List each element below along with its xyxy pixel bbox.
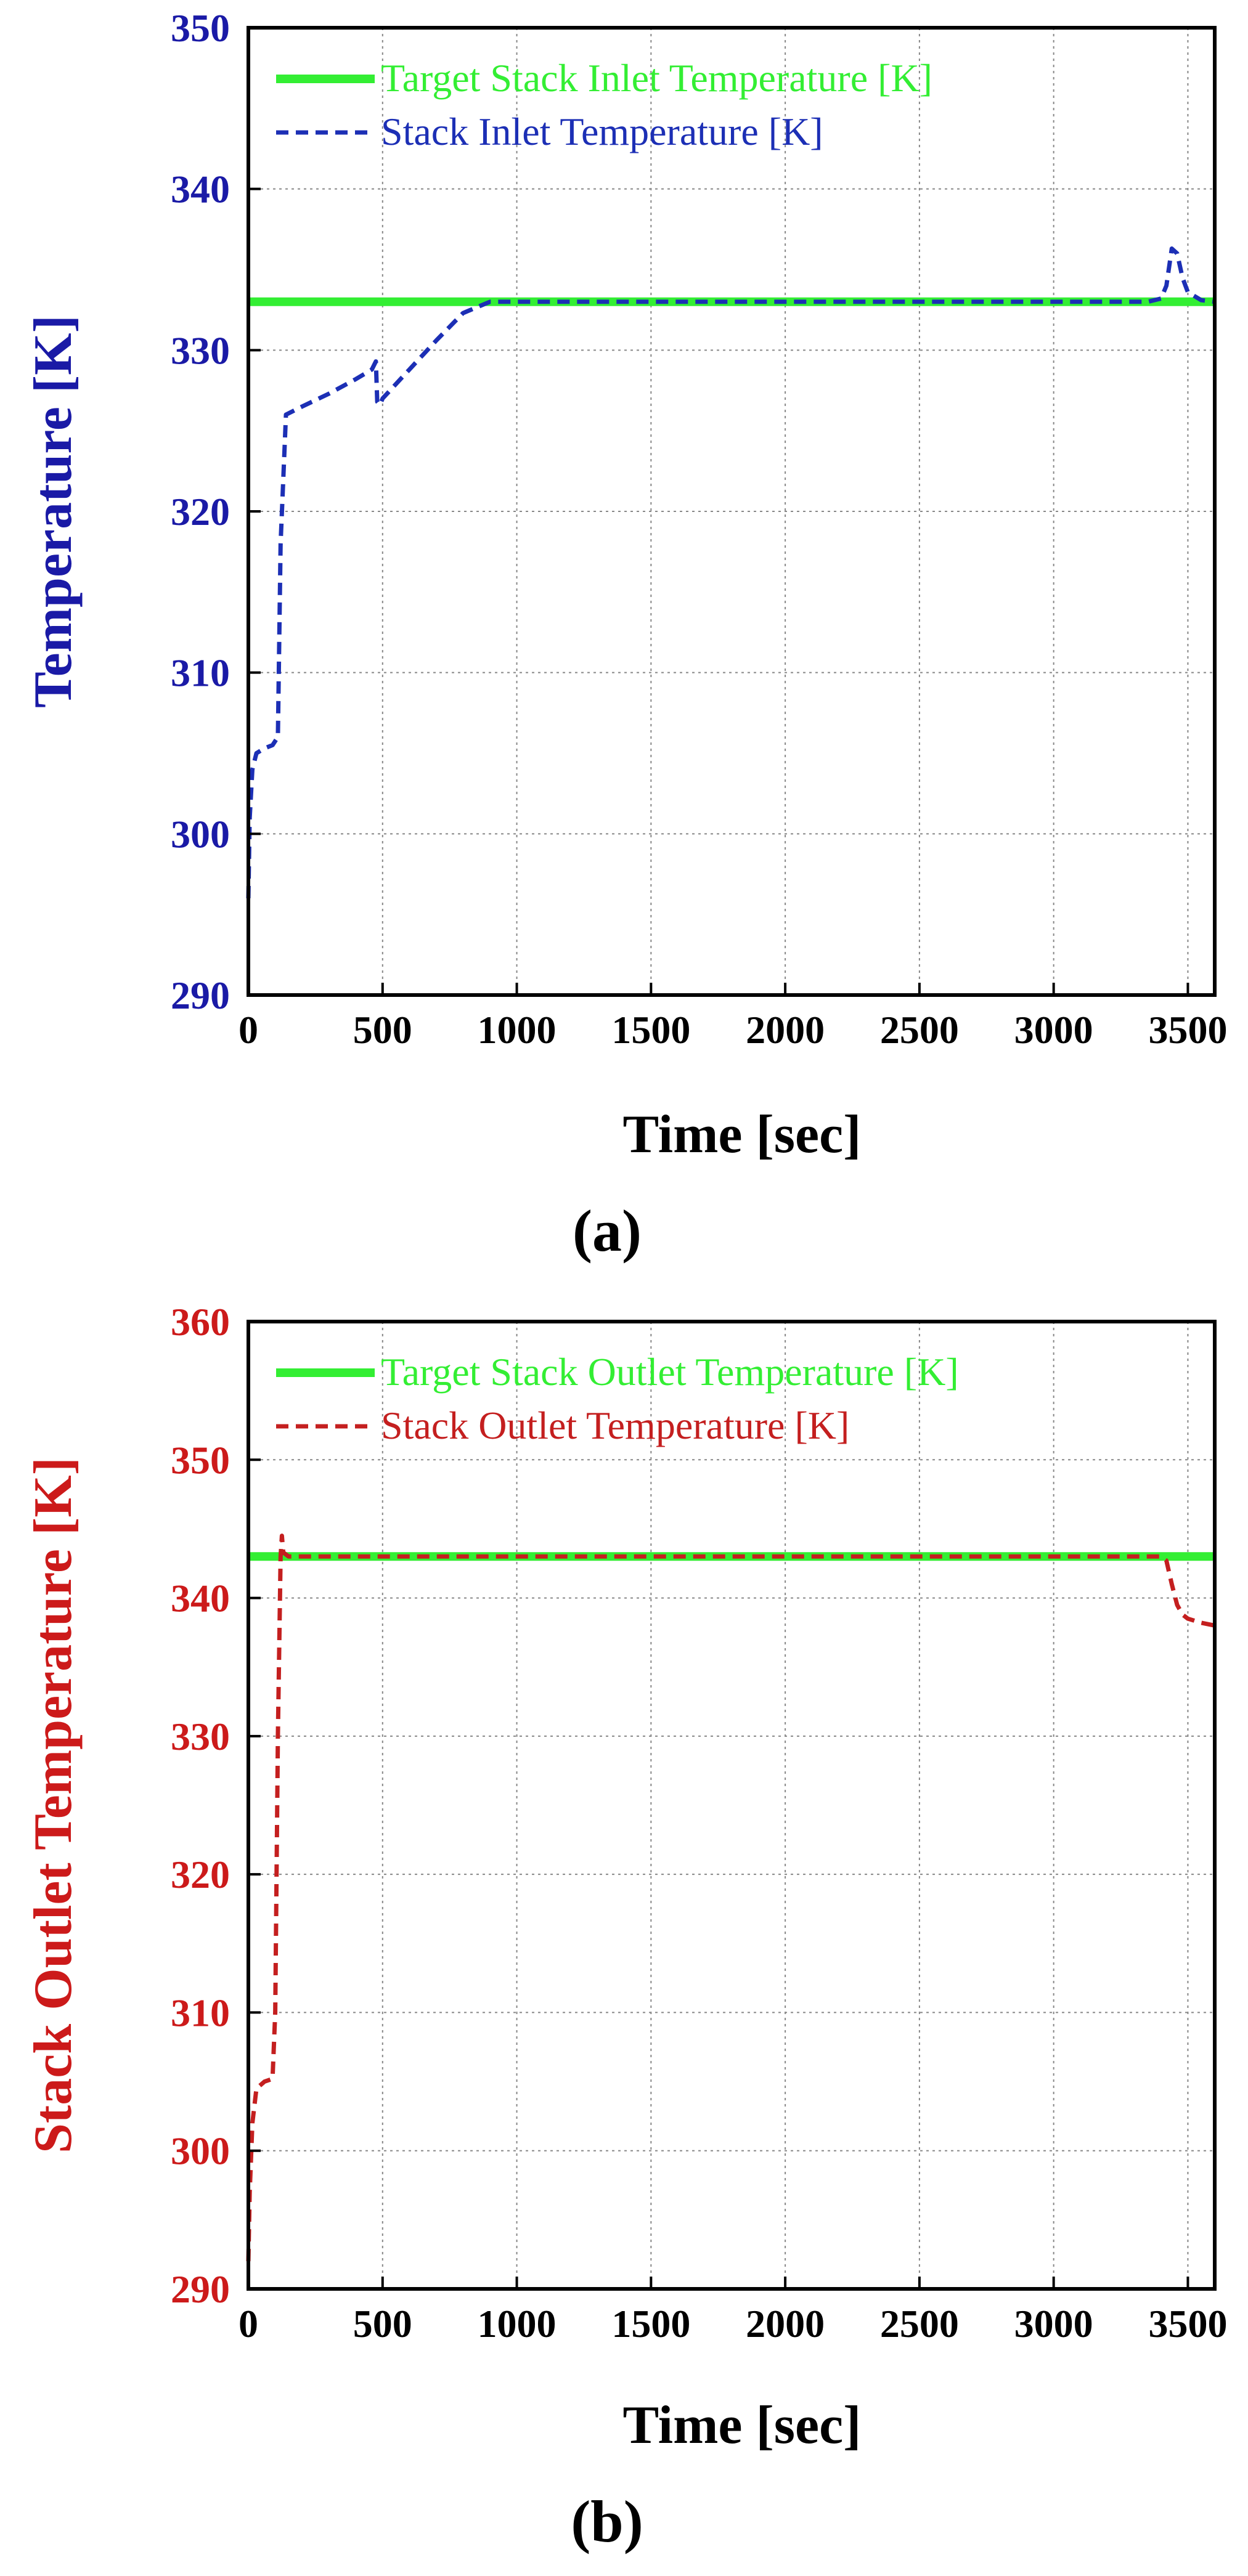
panel-a-legend: Target Stack Inlet Temperature [K] Stack…	[276, 56, 932, 153]
y-tick-label: 350	[171, 6, 230, 50]
panel-b-chart: 290 300 310 320 330 340 350 360 0 500 1000 1500 200…	[23, 1300, 1227, 2554]
x-tick-label: 500	[353, 1008, 412, 1052]
panel-b-plot-frame	[247, 1320, 1217, 2291]
panel-a-label: (a)	[573, 1198, 642, 1264]
y-tick-label: 310	[171, 1991, 230, 2034]
legend-label-stack-outlet: Stack Outlet Temperature [K]	[381, 1404, 849, 1447]
panel-a-series	[246, 246, 1215, 899]
y-tick-label: 310	[171, 651, 230, 695]
x-tick-label: 1000	[478, 2302, 557, 2346]
panel-b-gridlines	[248, 1322, 1215, 2289]
panel-a-x-ticks: 0 500 1000 1500 2000 2500 3000 3500	[239, 983, 1227, 1052]
x-tick-label: 500	[353, 2302, 412, 2346]
x-tick-label: 3500	[1148, 2302, 1227, 2346]
panel-b-y-ticks: 290 300 310 320 330 340 350 360	[171, 1300, 261, 2311]
y-tick-label: 330	[171, 1715, 230, 1758]
panel-a-gridlines	[248, 28, 1215, 995]
x-tick-label: 2000	[746, 2302, 825, 2346]
y-tick-label: 330	[171, 328, 230, 372]
x-tick-label: 2000	[746, 1008, 825, 1052]
series-line-measured	[246, 246, 1215, 899]
x-tick-label: 1000	[478, 1008, 557, 1052]
y-tick-label: 340	[171, 168, 230, 211]
panel-a-y-ticks: 290 300 310 320 330 340 350	[171, 6, 261, 1017]
panel-b-legend: Target Stack Outlet Temperature [K] Stac…	[276, 1350, 959, 1447]
x-tick-label: 2500	[880, 1008, 959, 1052]
y-tick-label: 300	[171, 812, 230, 856]
panel-a-y-axis-title: Temperature [K]	[23, 315, 83, 708]
y-tick-label: 340	[171, 1577, 230, 1620]
panel-b-series	[246, 1534, 1215, 2262]
legend-label-stack-inlet: Stack Inlet Temperature [K]	[381, 110, 823, 153]
panel-b-y-axis-title: Stack Outlet Temperature [K]	[23, 1457, 83, 2153]
panel-b-label: (b)	[571, 2489, 643, 2554]
x-tick-label: 2500	[880, 2302, 959, 2346]
x-tick-label: 3500	[1148, 1008, 1227, 1052]
x-tick-label: 0	[239, 2302, 258, 2346]
x-tick-label: 3000	[1014, 2302, 1093, 2346]
x-tick-label: 1500	[611, 1008, 690, 1052]
x-tick-label: 3000	[1014, 1008, 1093, 1052]
x-tick-label: 0	[239, 1008, 258, 1052]
y-tick-label: 300	[171, 2129, 230, 2173]
y-tick-label: 290	[171, 973, 230, 1017]
y-tick-label: 290	[171, 2267, 230, 2311]
y-tick-label: 320	[171, 490, 230, 534]
legend-label-target-outlet: Target Stack Outlet Temperature [K]	[381, 1350, 959, 1394]
legend-label-target-inlet: Target Stack Inlet Temperature [K]	[381, 56, 932, 100]
y-tick-label: 320	[171, 1853, 230, 1896]
x-tick-label: 1500	[611, 2302, 690, 2346]
panel-b-x-ticks: 0 500 1000 1500 2000 2500 3000 3500	[239, 2277, 1227, 2346]
y-tick-label: 350	[171, 1438, 230, 1482]
panel-a-chart: 290 300 310 320 330 340 350 0 500 1000 1500 2000 25…	[23, 6, 1227, 1264]
series-line-measured	[246, 1534, 1215, 2262]
panel-b-x-axis-title: Time [sec]	[623, 2395, 862, 2455]
panel-a-x-axis-title: Time [sec]	[623, 1105, 862, 1164]
y-tick-label: 360	[171, 1300, 230, 1344]
